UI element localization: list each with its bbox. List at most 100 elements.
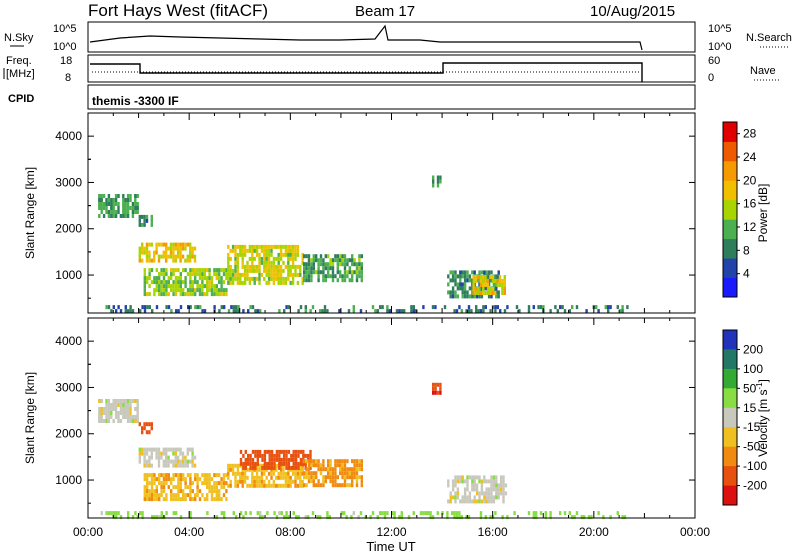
- echo-cell: [477, 309, 480, 314]
- echo-cell: [189, 254, 192, 259]
- echo-cell: [203, 477, 206, 482]
- echo-cell: [279, 264, 283, 269]
- echo-cell: [279, 483, 283, 488]
- echo-cell: [292, 449, 295, 454]
- echo-cell: [492, 483, 496, 488]
- echo-cell: [346, 459, 349, 464]
- echo-cell: [150, 447, 153, 452]
- echo-cell: [157, 242, 161, 247]
- echo-cell: [184, 485, 187, 490]
- echo-cell: [112, 210, 115, 214]
- echo-cell: [310, 471, 313, 476]
- echo-cell: [374, 309, 377, 314]
- echo-cell: [296, 252, 300, 257]
- echo-cell: [184, 242, 187, 247]
- beam-label: Beam 17: [355, 3, 415, 20]
- echo-cell: [261, 457, 264, 462]
- echo-cell: [290, 465, 293, 470]
- echo-cell: [351, 471, 354, 476]
- echo-cell: [227, 475, 230, 480]
- echo-cell: [229, 276, 232, 281]
- echo-cell: [182, 280, 185, 285]
- echo-cell: [432, 175, 435, 180]
- echo-cell: [272, 483, 276, 488]
- echo-cell: [303, 274, 306, 279]
- echo-cell: [270, 457, 274, 462]
- colorbar-tick-label: 12: [743, 220, 757, 234]
- echo-cell: [194, 272, 197, 277]
- echo-cell: [201, 268, 204, 273]
- echo-cell: [129, 206, 132, 210]
- echo-cell: [248, 256, 252, 261]
- echo-cell: [194, 288, 197, 293]
- echo-cell: [165, 497, 168, 502]
- echo-cell: [495, 491, 498, 496]
- echo-cell: [167, 276, 170, 281]
- echo-cell: [177, 276, 180, 281]
- colorbar-tick-label: -100: [743, 459, 767, 473]
- echo-cell: [170, 493, 173, 498]
- echo-cell: [170, 481, 173, 486]
- echo-cell: [126, 399, 130, 403]
- power-colorbar-label: Power [dB]: [756, 184, 770, 243]
- echo-cell: [160, 455, 163, 460]
- echo-cell: [158, 280, 161, 285]
- echo-cell: [213, 481, 216, 486]
- echo-cell: [303, 475, 306, 480]
- echo-cell: [157, 447, 161, 452]
- echo-cell: [273, 465, 276, 470]
- echo-cell: [196, 288, 199, 293]
- echo-cell: [471, 294, 474, 299]
- echo-cell: [122, 399, 125, 403]
- echo-cell: [201, 284, 204, 289]
- echo-cell: [279, 252, 283, 257]
- echo-cell: [227, 272, 230, 277]
- echo-cell: [277, 280, 280, 285]
- echo-cell: [287, 260, 290, 265]
- echo-cell: [177, 493, 180, 498]
- echo-cell: [331, 475, 335, 480]
- echo-cell: [527, 511, 531, 516]
- echo-cell: [174, 463, 177, 468]
- echo-cell: [105, 415, 108, 419]
- echo-cell: [292, 461, 295, 466]
- echo-cell: [475, 499, 479, 504]
- echo-cell: [167, 254, 170, 259]
- echo-cell: [619, 309, 622, 314]
- echo-cell: [102, 419, 106, 423]
- echo-cell: [454, 294, 457, 299]
- echo-cell: [287, 244, 290, 249]
- echo-cell: [145, 254, 149, 259]
- echo-cell: [158, 473, 161, 478]
- echo-cell: [167, 284, 170, 289]
- echo-cell: [317, 262, 320, 267]
- echo-cell: [461, 495, 464, 500]
- echo-cell: [461, 290, 464, 295]
- echo-cell: [279, 272, 283, 277]
- echo-cell: [201, 280, 204, 285]
- echo-cell: [303, 483, 306, 488]
- echo-cell: [227, 483, 230, 488]
- echo-cell: [272, 479, 276, 484]
- echo-cell: [201, 276, 204, 281]
- echo-cell: [150, 481, 154, 486]
- echo-cell: [141, 447, 144, 452]
- echo-cell: [489, 291, 492, 295]
- echo-cell: [275, 449, 279, 454]
- echo-cell: [343, 483, 347, 488]
- echo-cell: [249, 457, 252, 462]
- echo-cell: [191, 246, 194, 251]
- colorbar-tick-label: 20: [743, 173, 757, 187]
- echo-cell: [110, 202, 113, 206]
- colorbar-swatch: [723, 330, 737, 350]
- echo-cell: [158, 292, 161, 297]
- ytick-label: 2000: [55, 222, 82, 236]
- echo-cell: [198, 272, 202, 277]
- echo-cell: [532, 305, 535, 310]
- echo-cell: [210, 477, 214, 482]
- echo-cell: [167, 463, 170, 468]
- echo-cell: [480, 483, 484, 488]
- echo-cell: [232, 305, 235, 310]
- echo-cell: [456, 491, 460, 496]
